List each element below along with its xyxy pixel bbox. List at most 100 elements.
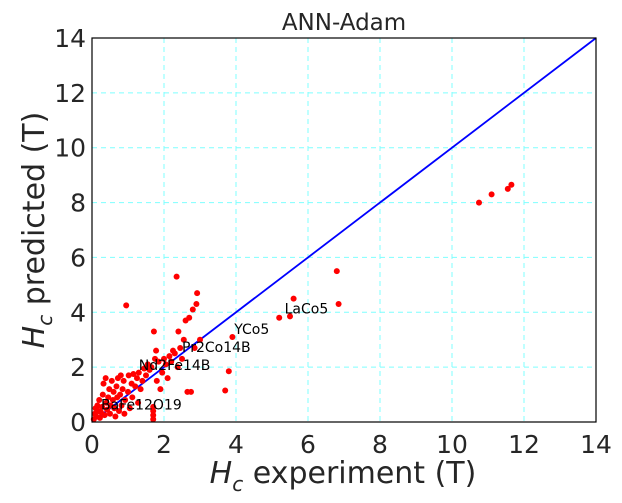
data-point: [225, 368, 232, 375]
data-point: [162, 361, 169, 368]
data-point: [194, 290, 201, 297]
x-axis-label-symbol: H: [210, 456, 233, 491]
data-point: [117, 372, 124, 379]
data-point: [488, 191, 495, 198]
identity-reference-line: [91, 37, 597, 423]
x-tick-label: 14: [580, 430, 612, 459]
data-points: [90, 181, 515, 423]
data-point: [108, 377, 115, 384]
x-tick-label: 8: [372, 430, 388, 459]
data-point: [106, 386, 113, 393]
data-point: [191, 344, 198, 351]
data-point: [197, 336, 203, 343]
y-tick-label: 6: [70, 243, 86, 272]
data-point: [164, 375, 171, 382]
x-tick-label: 12: [508, 430, 540, 459]
data-point: [135, 369, 142, 376]
data-point: [173, 273, 180, 280]
y-tick-label: 12: [54, 79, 86, 108]
data-point: [122, 397, 129, 404]
data-point: [143, 372, 149, 379]
data-point: [100, 380, 107, 387]
data-point: [508, 181, 515, 188]
data-point: [119, 386, 126, 393]
data-point: [96, 414, 103, 421]
data-point: [117, 391, 124, 398]
data-point: [177, 344, 184, 351]
point-annotation: Pr2Co14B: [182, 340, 251, 356]
data-point: [276, 314, 283, 321]
y-tick-label: 0: [70, 408, 86, 437]
data-point: [175, 328, 182, 335]
point-annotation: Nd2Fe14B: [139, 358, 211, 374]
x-axis-label-text: experiment (T): [243, 456, 476, 491]
y-tick-labels: 0 2 4 6 8 10 12 14: [54, 24, 86, 437]
data-point: [125, 388, 131, 395]
y-axis-label-subscript: c: [33, 315, 57, 326]
data-point: [103, 399, 110, 406]
data-point: [290, 295, 297, 302]
x-tick-label: 2: [156, 430, 172, 459]
x-axis-label: Hc experiment (T): [210, 456, 477, 496]
data-point: [118, 402, 125, 409]
data-point: [94, 402, 101, 409]
x-tick-label: 0: [84, 430, 100, 459]
data-point: [101, 412, 108, 419]
data-point: [150, 408, 157, 415]
y-tick-label: 4: [70, 298, 86, 327]
data-point: [130, 371, 137, 377]
data-point: [132, 383, 139, 390]
data-point: [96, 397, 103, 404]
data-point: [123, 302, 130, 309]
data-point: [99, 403, 106, 410]
y-tick-label: 8: [70, 189, 86, 218]
point-annotation: YCo5: [233, 322, 269, 338]
data-point: [141, 365, 148, 372]
x-tick-labels: 0 2 4 6 8 10 12 14: [84, 430, 612, 459]
x-tick-label: 10: [436, 430, 468, 459]
data-point: [153, 347, 160, 354]
data-point: [129, 394, 136, 401]
chart-title: ANN-Adam: [282, 10, 406, 36]
y-axis-label-text: predicted (T): [17, 112, 52, 315]
data-point: [150, 403, 157, 410]
data-point: [137, 386, 144, 393]
data-point: [121, 410, 128, 417]
data-point: [126, 405, 133, 412]
data-point: [171, 350, 178, 357]
data-point: [134, 375, 140, 382]
y-tick-label: 10: [54, 134, 86, 163]
data-point: [135, 399, 142, 406]
plot-frame: [91, 37, 597, 423]
data-point: [179, 355, 185, 362]
data-point: [148, 364, 155, 371]
data-point: [193, 301, 200, 308]
data-point: [180, 336, 187, 343]
data-point: [153, 377, 160, 384]
point-annotations: LaCo5 YCo5 Pr2Co14B Nd2Fe14B BaFe12O19: [101, 302, 328, 414]
data-point: [186, 314, 193, 321]
data-point: [105, 394, 112, 401]
y-axis-label: Hc predicted (T): [17, 112, 57, 349]
data-point: [166, 353, 173, 360]
point-annotation: BaFe12O19: [101, 398, 182, 414]
data-point: [125, 372, 132, 379]
data-point: [188, 388, 194, 395]
data-point: [111, 405, 118, 412]
data-point: [335, 301, 342, 308]
point-annotation: LaCo5: [285, 302, 329, 318]
data-point: [150, 416, 157, 423]
data-point: [287, 313, 293, 320]
data-point: [99, 391, 106, 398]
data-point: [116, 408, 122, 415]
data-point: [222, 387, 229, 394]
data-point: [139, 377, 146, 384]
x-tick-label: 4: [228, 430, 244, 459]
data-point: [150, 328, 157, 335]
data-point: [113, 383, 120, 390]
data-point: [189, 306, 196, 313]
data-point: [112, 413, 119, 420]
data-point: [229, 333, 236, 340]
